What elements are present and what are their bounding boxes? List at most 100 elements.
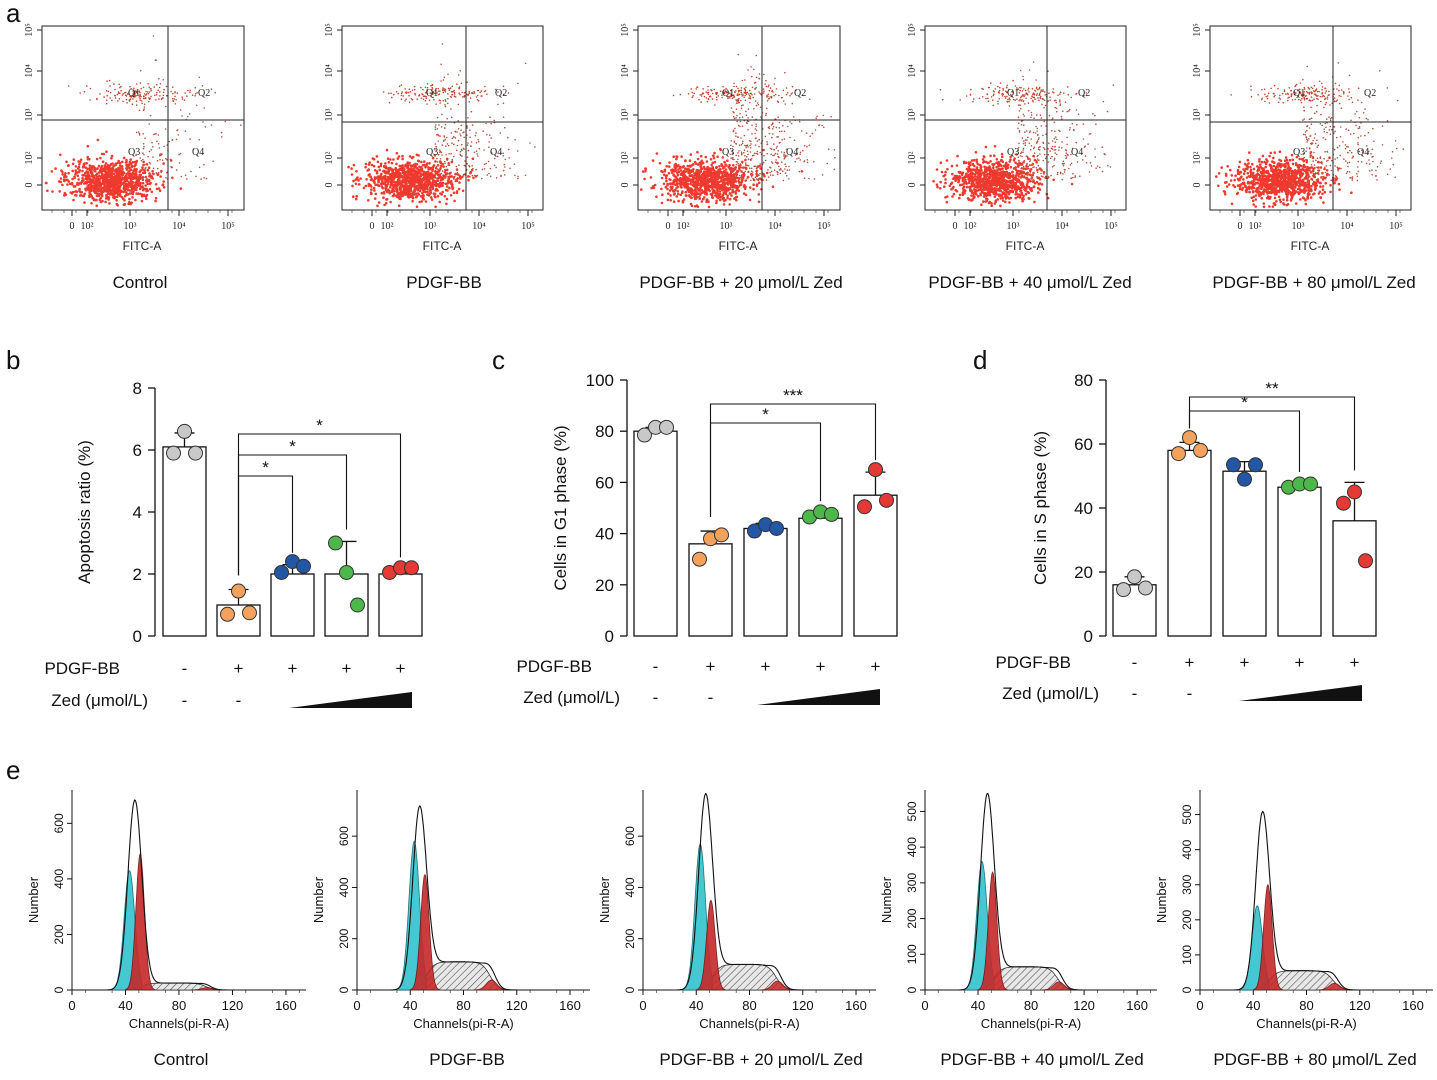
flow-dot	[935, 168, 939, 171]
flow-dot	[186, 115, 189, 118]
flow-dot	[110, 182, 114, 186]
flow-dot	[431, 83, 434, 86]
flow-dot	[733, 197, 736, 200]
flow-dot	[445, 197, 449, 201]
flow-dot	[784, 103, 787, 105]
flow-dot	[125, 172, 128, 176]
flow-dot	[149, 181, 152, 185]
flow-dot	[152, 133, 155, 136]
flow-dot	[975, 160, 979, 164]
flow-dot	[713, 151, 716, 155]
flow-dot	[689, 202, 693, 206]
flow-dot	[198, 76, 201, 79]
flow-dot	[203, 164, 205, 166]
flow-dot	[739, 125, 741, 128]
flow-dot	[470, 141, 473, 143]
flow-dot	[504, 174, 506, 176]
flow-dot	[745, 146, 747, 149]
flow-dot	[991, 183, 994, 187]
flow-dot	[814, 129, 817, 131]
flow-dot	[986, 161, 990, 165]
flow-dot	[684, 159, 687, 163]
flow-dot	[463, 136, 466, 139]
flow-dot	[742, 94, 745, 96]
flow-dot	[131, 95, 133, 97]
flow-dot	[408, 88, 411, 90]
flow-dot	[737, 155, 740, 157]
flow-dot	[696, 86, 698, 88]
flow-dot	[800, 170, 804, 173]
flow-dot	[438, 200, 442, 204]
flow-dot	[77, 165, 81, 169]
flow-dot	[396, 157, 400, 160]
flow-dot	[444, 138, 447, 141]
flow-dot	[192, 148, 195, 150]
flow-dot	[447, 73, 449, 76]
flow-dot	[731, 158, 734, 160]
flow-dot	[437, 176, 440, 180]
flow-dot	[680, 186, 683, 189]
flow-dot	[418, 200, 422, 204]
flow-dot	[644, 167, 647, 170]
flow-dot	[676, 192, 680, 196]
flow-dot	[789, 121, 791, 123]
flow-dot	[118, 98, 121, 100]
flow-dot	[382, 196, 385, 199]
flow-dot	[384, 202, 388, 205]
flow-dot	[768, 132, 771, 135]
flow-dot	[150, 88, 152, 90]
flow-dot	[1022, 149, 1024, 151]
flow-dot	[705, 91, 707, 93]
flow-dot	[97, 189, 100, 193]
y-tick-label: 10³	[620, 109, 631, 122]
flow-dot	[396, 190, 399, 193]
flow-dot	[741, 142, 744, 144]
flow-dot	[386, 182, 390, 186]
flow-dot	[694, 197, 697, 201]
flow-dot	[91, 165, 95, 169]
flow-dot	[958, 196, 961, 200]
flow-dot	[476, 153, 478, 155]
flow-dot	[85, 162, 88, 165]
flow-dot	[450, 171, 452, 174]
flow-dot	[734, 127, 736, 130]
flow-dot	[712, 156, 716, 160]
flow-dot	[1011, 190, 1015, 194]
flow-dot	[777, 156, 780, 158]
flow-dot	[715, 194, 719, 198]
flow-dot	[359, 177, 362, 180]
flow-dot	[769, 166, 771, 169]
flow-dot	[711, 92, 714, 95]
flow-dot	[833, 168, 836, 171]
flow-dot	[464, 160, 466, 162]
flow-dot	[127, 173, 130, 177]
flow-dot	[747, 171, 750, 173]
flow-dot	[718, 192, 722, 196]
flow-dot	[1007, 192, 1011, 196]
flow-dot	[438, 99, 441, 101]
flow-dot	[747, 69, 749, 71]
flow-dot	[451, 137, 454, 140]
flow-dot	[697, 189, 700, 192]
flow-dot	[450, 132, 453, 134]
flow-dot	[418, 186, 421, 189]
flow-dot	[434, 128, 437, 131]
flow-dot	[145, 93, 148, 95]
flow-dot	[162, 186, 166, 189]
flow-dot	[90, 174, 93, 178]
flow-dot	[699, 154, 703, 158]
flow-dot	[106, 164, 110, 167]
flow-dot	[672, 193, 676, 196]
flow-dot	[474, 134, 477, 137]
flow-dot	[433, 99, 435, 101]
flow-dot	[475, 96, 478, 98]
flow-dot	[759, 163, 762, 165]
flow-dot	[469, 170, 473, 174]
flow-dot	[781, 161, 783, 163]
flow-dot	[129, 158, 132, 161]
flow-dot	[683, 183, 687, 187]
flow-dot	[749, 186, 752, 189]
flow-dot	[171, 176, 174, 180]
flow-dot	[1016, 165, 1020, 168]
flow-dot	[695, 186, 699, 190]
